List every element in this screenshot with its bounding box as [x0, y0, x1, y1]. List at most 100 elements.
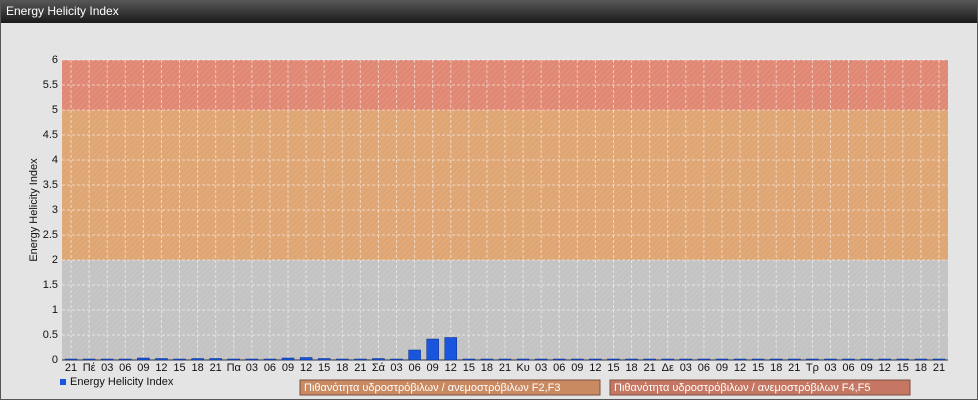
x-tick-label: 21 — [210, 362, 222, 374]
x-tick-label: 09 — [427, 362, 439, 374]
x-tick-label: 12 — [734, 362, 746, 374]
x-tick-label: 03 — [246, 362, 258, 374]
x-tick-label: 09 — [861, 362, 873, 374]
x-tick-label: 06 — [698, 362, 710, 374]
bar — [806, 358, 819, 361]
x-tick-label: 15 — [897, 362, 909, 374]
bar — [64, 358, 78, 361]
x-tick-label: 03 — [680, 362, 692, 374]
y-tick-label: 2.5 — [43, 229, 58, 241]
bar — [299, 357, 313, 361]
bar — [552, 358, 566, 361]
y-tick-label: 5 — [52, 104, 58, 116]
bar — [317, 358, 331, 361]
x-tick-label: 21 — [354, 362, 366, 374]
bar — [444, 337, 458, 361]
bar — [733, 358, 747, 361]
bar — [100, 358, 114, 361]
bar — [679, 358, 693, 361]
x-tick-label: 09 — [571, 362, 583, 374]
bar — [607, 358, 620, 361]
x-tick-label: 06 — [264, 362, 276, 374]
bar — [914, 358, 928, 361]
bar — [643, 358, 656, 361]
bar — [932, 358, 946, 361]
x-tick-label: 03 — [824, 362, 836, 374]
bar — [390, 358, 403, 361]
x-tick-label: 09 — [137, 362, 149, 374]
bar — [824, 358, 837, 361]
bar — [751, 358, 765, 361]
bar — [516, 358, 530, 361]
x-tick-label: 12 — [589, 362, 601, 374]
bar — [498, 358, 512, 361]
x-tick-label: Σά — [372, 362, 386, 374]
x-tick-label: 18 — [770, 362, 782, 374]
bar — [462, 358, 476, 361]
x-tick-label: 12 — [445, 362, 457, 374]
bar — [589, 358, 602, 361]
y-tick-label: 6 — [52, 54, 58, 66]
bar — [372, 358, 385, 361]
x-tick-label: 03 — [535, 362, 547, 374]
bar — [173, 358, 186, 361]
x-tick-label: 06 — [408, 362, 420, 374]
bar — [842, 358, 855, 361]
y-tick-label: 0 — [52, 354, 58, 366]
bar — [788, 358, 801, 361]
x-tick-label: 18 — [336, 362, 348, 374]
bar — [245, 358, 259, 361]
bar — [426, 338, 439, 361]
band-legend-label: Πιθανότητα υδροστρόβιλων / ανεμοστρόβιλω… — [304, 382, 561, 394]
y-tick-label: 0.5 — [43, 329, 58, 341]
x-tick-label: Πέ — [83, 362, 96, 374]
bar — [408, 349, 421, 361]
x-tick-label: 15 — [173, 362, 185, 374]
bar — [227, 358, 241, 361]
x-tick-label: 21 — [499, 362, 511, 374]
x-tick-label: 15 — [607, 362, 619, 374]
x-tick-label: 06 — [553, 362, 565, 374]
x-tick-label: 15 — [318, 362, 330, 374]
x-tick-label: 21 — [65, 362, 77, 374]
x-tick-label: 15 — [463, 362, 475, 374]
bar — [191, 358, 204, 361]
bar — [860, 358, 873, 361]
bar — [480, 358, 494, 361]
y-tick-label: 4.5 — [43, 129, 58, 141]
legend-swatch — [60, 379, 66, 385]
bar — [209, 358, 222, 361]
bar — [878, 358, 891, 361]
x-tick-label: 21 — [788, 362, 800, 374]
bar — [571, 358, 584, 361]
bar — [625, 358, 638, 361]
legend-label: Energy Helicity Index — [70, 376, 174, 388]
x-tick-label: Τρ — [806, 362, 819, 374]
bar — [661, 358, 674, 361]
bar — [119, 358, 132, 361]
y-tick-label: 1.5 — [43, 279, 58, 291]
bar — [336, 358, 349, 361]
x-tick-label: 03 — [101, 362, 113, 374]
y-tick-label: 1 — [52, 304, 58, 316]
x-tick-label: 15 — [752, 362, 764, 374]
x-tick-label: 18 — [915, 362, 927, 374]
y-tick-label: 4 — [52, 154, 58, 166]
x-tick-label: 12 — [155, 362, 167, 374]
x-tick-label: 09 — [716, 362, 728, 374]
x-tick-label: 21 — [644, 362, 656, 374]
chart-title: Energy Helicity Index — [6, 4, 119, 18]
bar — [534, 358, 548, 361]
band-legend-label: Πιθανότητα υδροστρόβιλων / ανεμοστρόβιλω… — [614, 382, 871, 394]
bar — [137, 357, 150, 361]
x-tick-label: 12 — [300, 362, 312, 374]
y-axis-label: Energy Helicity Index — [28, 158, 40, 262]
x-tick-label: 06 — [119, 362, 131, 374]
bar — [263, 358, 277, 361]
bar — [155, 358, 168, 361]
x-tick-label: 18 — [191, 362, 203, 374]
x-tick-label: 03 — [390, 362, 402, 374]
x-tick-label: 21 — [933, 362, 945, 374]
